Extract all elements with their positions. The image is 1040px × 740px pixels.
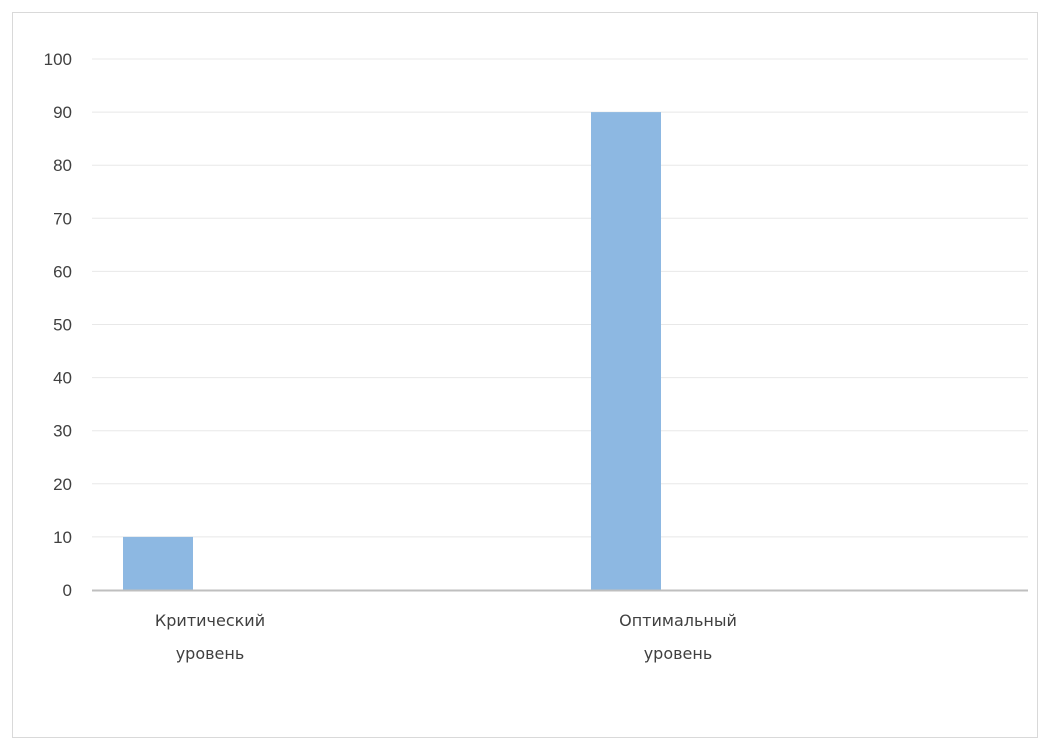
y-tick-label: 70 — [53, 209, 72, 228]
y-tick-label: 50 — [53, 316, 72, 335]
bar — [123, 536, 193, 590]
category-label: Критический уровень — [155, 611, 265, 663]
y-tick-label: 40 — [53, 369, 72, 388]
y-tick-label: 30 — [53, 422, 72, 441]
y-tick-label: 100 — [44, 50, 72, 69]
y-tick-label: 10 — [53, 528, 72, 547]
y-tick-label: 80 — [53, 156, 72, 175]
y-tick-label: 90 — [53, 103, 72, 122]
x-axis-category-labels: Критический уровень Оптимальный уровень — [155, 611, 737, 663]
gridlines — [92, 58, 1028, 538]
bars — [123, 112, 661, 590]
y-tick-label: 60 — [53, 262, 72, 281]
chart-frame — [12, 12, 1038, 738]
category-label: Оптимальный уровень — [619, 611, 737, 663]
y-tick-label: 0 — [63, 581, 72, 600]
y-tick-label: 20 — [53, 475, 72, 494]
bar — [591, 112, 661, 590]
y-axis-tick-labels: 0 10 20 30 40 50 60 70 80 90 100 — [44, 50, 72, 600]
